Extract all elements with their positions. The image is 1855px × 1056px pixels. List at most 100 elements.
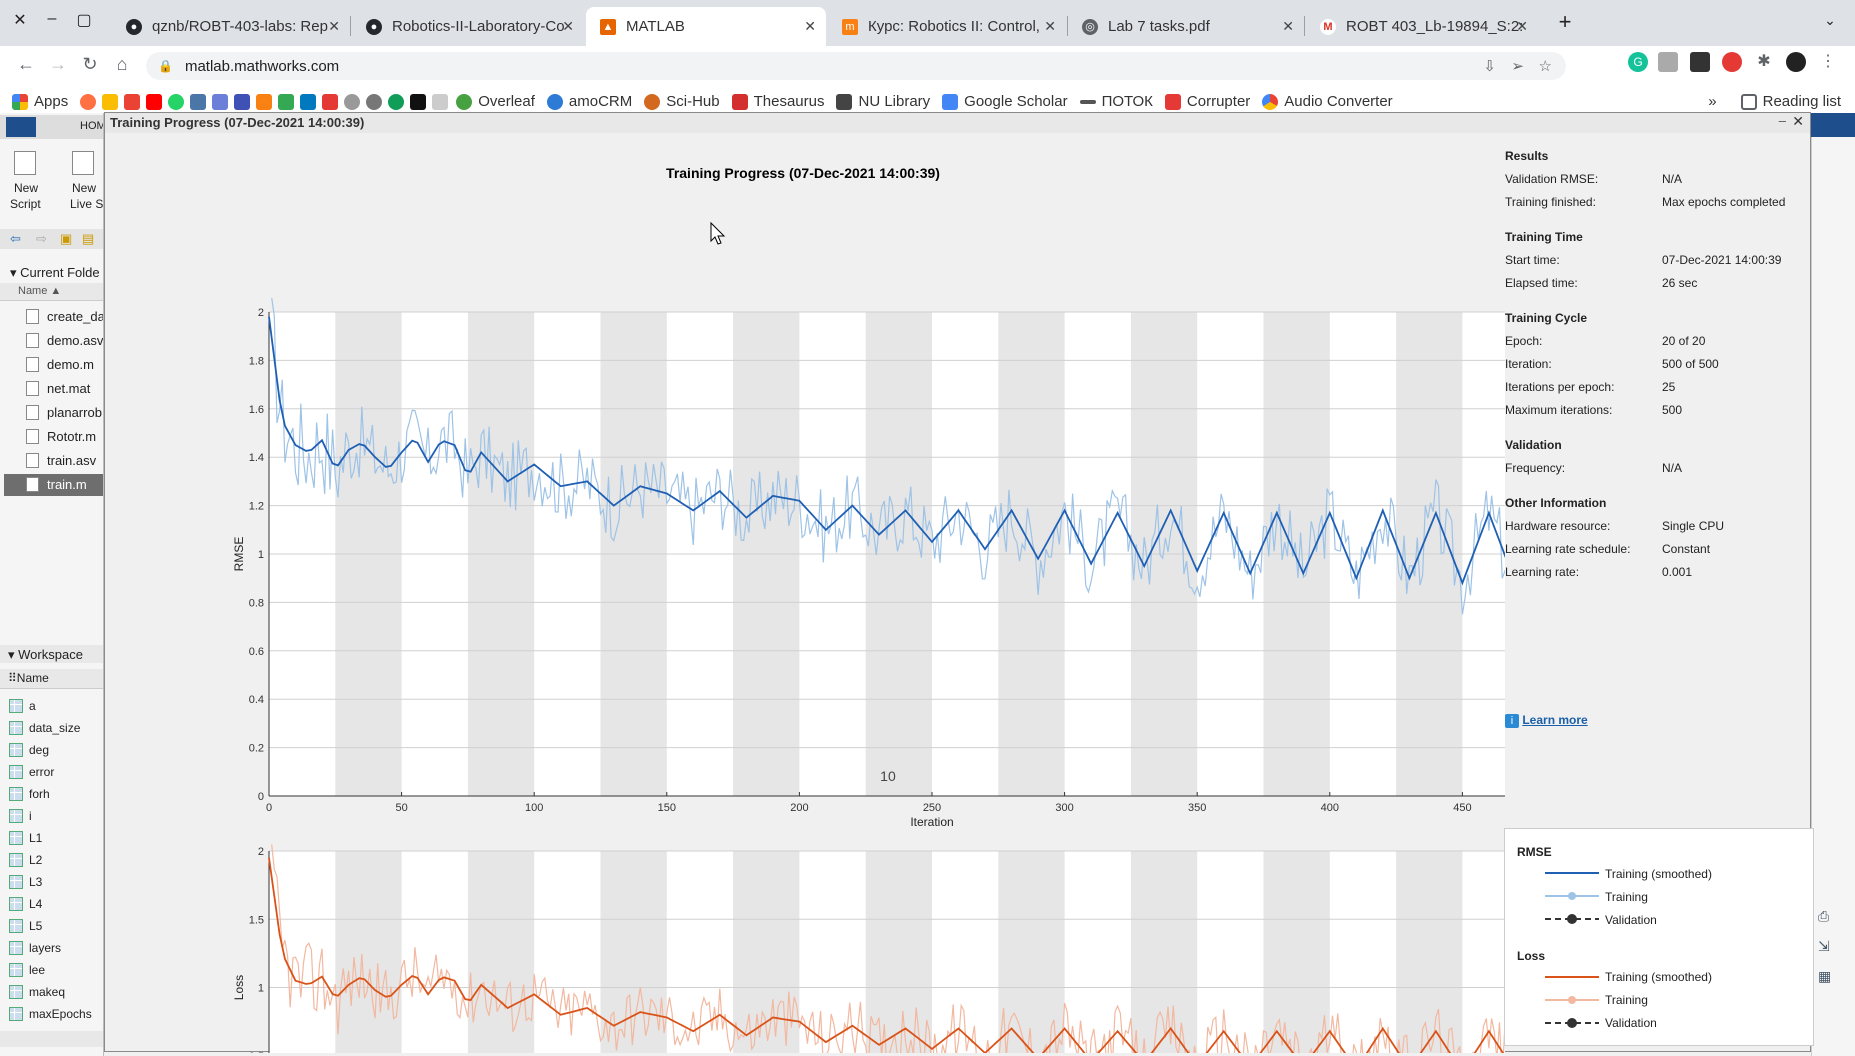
bookmark-potok[interactable]: ПОТОК bbox=[1080, 93, 1153, 110]
back-folder-icon[interactable]: ⇦ bbox=[10, 231, 21, 247]
variable-item[interactable]: L1 bbox=[29, 831, 42, 845]
tab-search-icon[interactable]: ⌄ bbox=[1818, 12, 1842, 29]
bookmark-icon[interactable] bbox=[432, 94, 448, 110]
current-folder-header[interactable]: ▾ Current Folde bbox=[10, 265, 100, 281]
up-folder-icon[interactable]: ▣ bbox=[60, 231, 72, 247]
bookmark-icon[interactable] bbox=[366, 94, 382, 110]
reload-icon[interactable]: ↻ bbox=[78, 54, 102, 75]
file-item[interactable]: train.asv bbox=[47, 453, 96, 468]
learn-more-link[interactable]: i Learn more bbox=[1505, 713, 1588, 728]
variable-item[interactable]: deg bbox=[29, 743, 49, 757]
browse-folder-icon[interactable]: ▤ bbox=[82, 231, 94, 247]
extension-icon[interactable] bbox=[1690, 52, 1710, 72]
whatsapp-icon[interactable] bbox=[168, 94, 184, 110]
extension-icon[interactable] bbox=[1722, 52, 1742, 72]
file-item[interactable]: demo.m bbox=[47, 357, 94, 372]
variable-item[interactable]: L2 bbox=[29, 853, 42, 867]
bookmark-nu-library[interactable]: NU Library bbox=[836, 93, 930, 110]
home-icon[interactable]: ⌂ bbox=[110, 54, 134, 75]
bookmark-icon[interactable] bbox=[322, 94, 338, 110]
browser-tab[interactable]: ◎ Lab 7 tasks.pdf ✕ bbox=[1068, 7, 1304, 46]
browser-tab[interactable]: m Курс: Robotics II: Control, ✕ bbox=[828, 7, 1066, 46]
variable-item[interactable]: error bbox=[29, 765, 54, 779]
new-live-script-icon[interactable] bbox=[72, 151, 94, 175]
bookmark-scihub[interactable]: Sci-Hub bbox=[644, 93, 719, 110]
new-script-icon[interactable] bbox=[14, 151, 36, 175]
close-tab-icon[interactable]: ✕ bbox=[1044, 18, 1056, 35]
variable-item[interactable]: L3 bbox=[29, 875, 42, 889]
variable-item[interactable]: data_size bbox=[29, 721, 80, 735]
variable-item[interactable]: i bbox=[29, 809, 32, 823]
forward-icon[interactable]: → bbox=[46, 54, 70, 75]
browser-tab-active[interactable]: ▲ MATLAB ✕ bbox=[586, 7, 826, 46]
browser-tab[interactable]: ● Robotics-II-Laboratory-Co ✕ bbox=[352, 7, 584, 46]
vk-icon[interactable] bbox=[190, 94, 206, 110]
variable-item[interactable]: L5 bbox=[29, 919, 42, 933]
grammarly-icon[interactable]: G bbox=[1628, 52, 1648, 72]
close-tab-icon[interactable]: ✕ bbox=[562, 18, 574, 35]
minimize-window-icon[interactable]: – bbox=[40, 10, 64, 28]
close-tab-icon[interactable]: ✕ bbox=[1282, 18, 1294, 35]
close-tab-icon[interactable]: ✕ bbox=[328, 18, 340, 35]
variable-item[interactable]: L4 bbox=[29, 897, 42, 911]
new-tab-icon[interactable]: + bbox=[1553, 9, 1577, 35]
youtube-icon[interactable] bbox=[146, 94, 162, 110]
variable-item[interactable]: a bbox=[29, 699, 36, 713]
bookmark-icon[interactable] bbox=[410, 94, 426, 110]
file-item[interactable]: create_da bbox=[47, 309, 104, 324]
file-item[interactable]: demo.asv bbox=[47, 333, 103, 348]
layout-icon[interactable]: ▦ bbox=[1818, 968, 1831, 985]
variable-item[interactable]: forh bbox=[29, 787, 50, 801]
bookmark-corrupter[interactable]: Corrupter bbox=[1165, 93, 1250, 110]
bookmark-icon[interactable] bbox=[388, 94, 404, 110]
bookmark-icon[interactable] bbox=[212, 94, 228, 110]
avatar[interactable] bbox=[1786, 52, 1806, 72]
extension-icon[interactable] bbox=[1658, 52, 1678, 72]
menu-kebab-icon[interactable]: ⋮ bbox=[1818, 52, 1838, 72]
send-icon[interactable]: ➢ bbox=[1511, 57, 1524, 75]
maximize-window-icon[interactable]: ▢ bbox=[72, 10, 96, 30]
browser-tab[interactable]: ● qznb/ROBT-403-labs: Rep ✕ bbox=[112, 7, 350, 46]
minimize-icon[interactable]: – bbox=[1779, 113, 1786, 128]
file-item[interactable]: train.m bbox=[47, 477, 87, 492]
variable-item[interactable]: lee bbox=[29, 963, 45, 977]
workspace-header[interactable]: ▾ Workspace bbox=[8, 647, 83, 663]
reading-list[interactable]: Reading list bbox=[1741, 93, 1841, 110]
bookmark-icon[interactable] bbox=[124, 94, 140, 110]
bookmark-icon[interactable] bbox=[80, 94, 96, 110]
home-tab[interactable]: HOM bbox=[80, 120, 104, 132]
file-item[interactable]: planarrob bbox=[47, 405, 102, 420]
bookmark-apps[interactable]: Apps bbox=[12, 93, 68, 110]
bookmark-icon[interactable] bbox=[234, 94, 250, 110]
close-tab-icon[interactable]: ✕ bbox=[1516, 18, 1528, 35]
bookmark-star-icon[interactable]: ☆ bbox=[1539, 57, 1552, 75]
name-column-header[interactable]: Name ▲ bbox=[18, 285, 61, 297]
close-window-icon[interactable]: ✕ bbox=[8, 10, 32, 30]
bookmark-thesaurus[interactable]: Thesaurus bbox=[732, 93, 825, 110]
close-icon[interactable]: ✕ bbox=[1792, 113, 1804, 130]
more-bookmarks-icon[interactable]: » bbox=[1708, 93, 1716, 110]
puzzle-icon[interactable]: ✱ bbox=[1754, 52, 1774, 72]
variable-item[interactable]: layers bbox=[29, 941, 61, 955]
variable-item[interactable]: maxEpochs bbox=[29, 1007, 92, 1021]
bookmark-icon[interactable] bbox=[102, 94, 118, 110]
wifi-icon[interactable] bbox=[344, 94, 360, 110]
export-icon[interactable]: ⇲ bbox=[1818, 938, 1830, 955]
drive-icon[interactable] bbox=[278, 94, 294, 110]
close-tab-icon[interactable]: ✕ bbox=[804, 18, 816, 35]
bookmark-overleaf[interactable]: Overleaf bbox=[456, 93, 535, 110]
variable-item[interactable]: makeq bbox=[29, 985, 65, 999]
address-bar[interactable]: 🔒 matlab.mathworks.com ⇩ ➢ ☆ bbox=[146, 52, 1566, 80]
bookmark-audio-converter[interactable]: Audio Converter bbox=[1262, 93, 1392, 110]
bookmark-google-scholar[interactable]: Google Scholar bbox=[942, 93, 1067, 110]
workspace-name-column[interactable]: ⠿Name bbox=[8, 671, 49, 685]
moodle-icon[interactable] bbox=[256, 94, 272, 110]
browser-tab[interactable]: M ROBT 403_Lb-19894_S:2: ✕ bbox=[1306, 7, 1538, 46]
file-item[interactable]: Rototr.m bbox=[47, 429, 96, 444]
file-item[interactable]: net.mat bbox=[47, 381, 90, 396]
install-icon[interactable]: ⇩ bbox=[1483, 57, 1496, 75]
print-icon[interactable]: ⎙ bbox=[1818, 908, 1829, 925]
back-icon[interactable]: ← bbox=[14, 54, 38, 75]
trello-icon[interactable] bbox=[300, 94, 316, 110]
forward-folder-icon[interactable]: ⇨ bbox=[36, 231, 47, 247]
